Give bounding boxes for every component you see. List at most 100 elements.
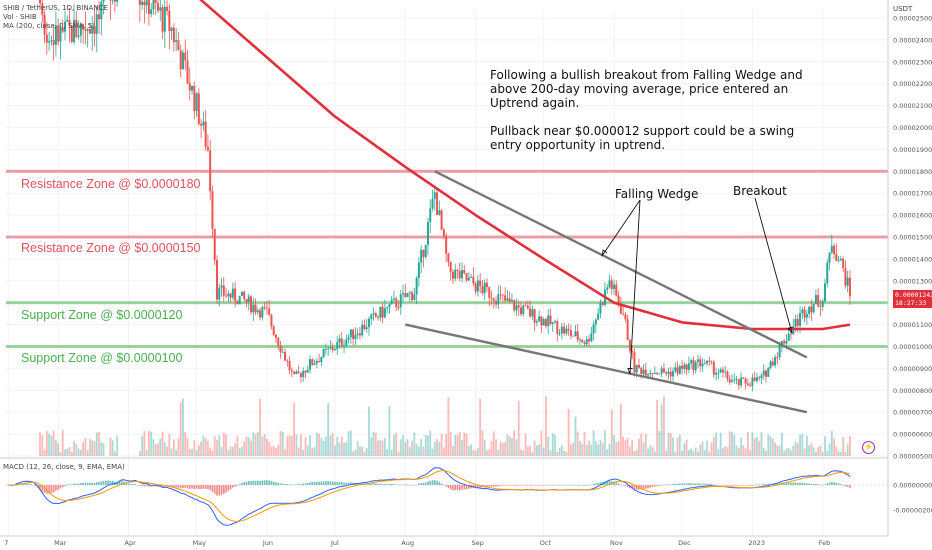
- candle-body: [141, 1, 144, 5]
- lightning-icon[interactable]: ⚡: [862, 441, 875, 454]
- volume-bar: [660, 404, 663, 456]
- y-tick-label: 0.00001900: [893, 146, 932, 154]
- volume-bar: [849, 436, 851, 456]
- macd-hist-bar: [404, 484, 407, 486]
- volume-bar: [222, 432, 225, 456]
- volume-bar: [490, 441, 493, 456]
- volume-bar: [583, 432, 586, 456]
- volume-bar: [57, 443, 60, 456]
- candle-body: [274, 334, 277, 338]
- y-tick-label: 0.00001600: [893, 212, 932, 220]
- macd-hist-bar: [547, 484, 550, 486]
- candle-body: [701, 363, 704, 367]
- macd-hist-bar: [801, 482, 804, 485]
- candle-body: [211, 191, 214, 229]
- candle-body: [43, 14, 46, 35]
- volume-bar: [288, 435, 291, 456]
- candle-body: [830, 245, 833, 253]
- macd-hist-bar: [313, 481, 316, 485]
- macd-hist-bar: [733, 485, 736, 486]
- volume-bar: [345, 442, 348, 456]
- volume-bar: [672, 437, 674, 456]
- candle-body: [708, 360, 711, 362]
- macd-hist-bar: [179, 485, 182, 489]
- candle-body: [624, 314, 627, 320]
- macd-hist-bar: [86, 482, 89, 485]
- candle-body: [538, 316, 541, 322]
- candle-body: [279, 345, 282, 353]
- volume-bar: [765, 451, 767, 456]
- candle-body: [86, 29, 89, 31]
- volume-bar: [377, 440, 379, 456]
- macd-hist-bar: [234, 485, 236, 487]
- candle-body: [717, 372, 720, 374]
- candle-body: [422, 249, 425, 257]
- volume-bar: [281, 431, 284, 456]
- candle-body: [238, 295, 241, 305]
- macd-hist-bar: [55, 485, 57, 491]
- macd-hist-bar: [738, 485, 740, 486]
- volume-bar: [622, 436, 624, 456]
- candle-body: [347, 337, 350, 340]
- candle-body: [100, 1, 103, 20]
- candle-body: [256, 310, 259, 313]
- macd-hist-bar: [474, 485, 477, 489]
- volume-bar: [390, 449, 393, 456]
- candle-body: [565, 328, 568, 334]
- macd-hist-bar: [30, 484, 32, 485]
- falling-wedge-lines: [405, 170, 808, 414]
- macd-hist-bar: [372, 483, 375, 485]
- candle-body: [370, 314, 373, 319]
- volume-bar: [336, 436, 339, 456]
- candle-body: [613, 284, 616, 289]
- candle-body: [601, 302, 604, 305]
- macd-hist-bar: [80, 483, 82, 485]
- candle-body: [184, 52, 187, 61]
- volume-bar: [547, 436, 550, 456]
- volume-bar: [456, 434, 459, 456]
- macd-hist-bar: [347, 482, 350, 485]
- candle-body: [785, 341, 788, 344]
- candle-body: [243, 291, 246, 300]
- candle-body: [640, 367, 643, 374]
- candle-body: [499, 294, 502, 296]
- candle-body: [82, 23, 85, 30]
- candle-body: [220, 285, 223, 288]
- candle-body: [472, 276, 475, 284]
- macd-hist-bar: [447, 485, 450, 488]
- macd-hist-bar: [592, 483, 595, 485]
- volume-bar: [821, 451, 824, 456]
- volume-bar: [370, 437, 373, 456]
- y-tick-label: 0.00002300: [893, 58, 932, 66]
- macd-hist-bar: [159, 485, 162, 487]
- candle-body: [193, 85, 196, 112]
- y-tick-label: 0.00000800: [893, 387, 932, 395]
- macd-hist-bar: [343, 482, 345, 485]
- candle-body: [272, 326, 275, 335]
- volume-bar: [433, 441, 436, 456]
- macd-hist-bar: [674, 483, 677, 485]
- candle-body: [651, 373, 654, 374]
- volume-bar: [511, 437, 513, 456]
- candle-body: [377, 316, 380, 318]
- macd-tick-label: 0.00000000: [893, 482, 932, 490]
- volume-bar: [340, 436, 343, 456]
- candle-body: [479, 280, 482, 287]
- candle-body: [333, 349, 336, 351]
- macd-hist-bar: [799, 482, 801, 485]
- volume-bar: [279, 431, 282, 456]
- candle-body: [451, 271, 454, 279]
- macd-hist-bar: [846, 485, 849, 487]
- macd-hist-bar: [762, 484, 765, 485]
- macd-hist-bar: [331, 481, 334, 485]
- volume-bar: [769, 436, 772, 456]
- volume-bar: [77, 448, 80, 456]
- candle-body: [458, 270, 461, 279]
- ma200-path: [199, 0, 851, 331]
- volume-bar: [429, 430, 432, 456]
- candle-body: [730, 380, 733, 383]
- wedge-arrow-lower-head: [627, 367, 633, 375]
- volume-bar: [751, 432, 754, 456]
- volume-bar: [794, 441, 797, 456]
